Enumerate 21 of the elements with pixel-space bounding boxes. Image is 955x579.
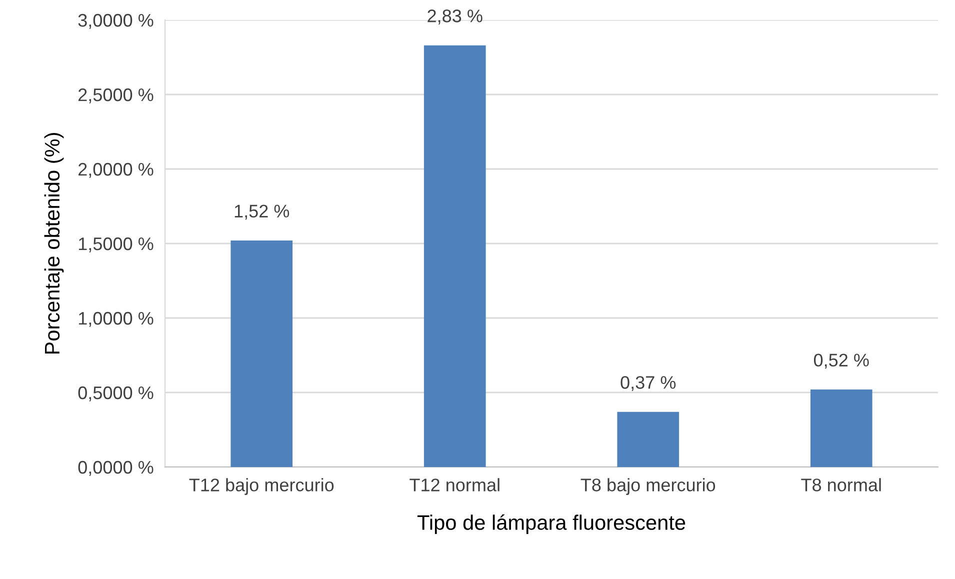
x-tick-label: T12 normal (410, 478, 500, 492)
y-tick-label: 1,5000 % (78, 237, 154, 252)
x-tick-label: T8 bajo mercurio (580, 478, 716, 495)
data-label: 2,83 % (428, 10, 482, 24)
x-tick-label: T8 normal (801, 478, 881, 492)
data-label: 0,37 % (620, 376, 676, 391)
y-tick-label: 0,5000 % (78, 386, 154, 402)
x-axis-title: Tipo de lámpara fluorescente (417, 514, 686, 534)
x-tick-label: T12 bajo mercurio (189, 478, 334, 495)
y-tick-label: 1,0000 % (78, 312, 154, 327)
data-label: 1,52 % (234, 204, 290, 220)
bar (424, 45, 486, 467)
data-label: 0,52 % (814, 354, 869, 369)
y-tick-label: 3,0000 % (78, 14, 154, 29)
y-tick-label: 2,5000 % (78, 88, 154, 104)
y-tick-label: 0,0000 % (78, 460, 154, 476)
bar (230, 240, 293, 467)
y-tick-label: 2,0000 % (78, 162, 154, 178)
bar (617, 412, 680, 467)
y-axis-title: Porcentaje obtenido (%) (44, 133, 64, 354)
bar (810, 390, 872, 467)
